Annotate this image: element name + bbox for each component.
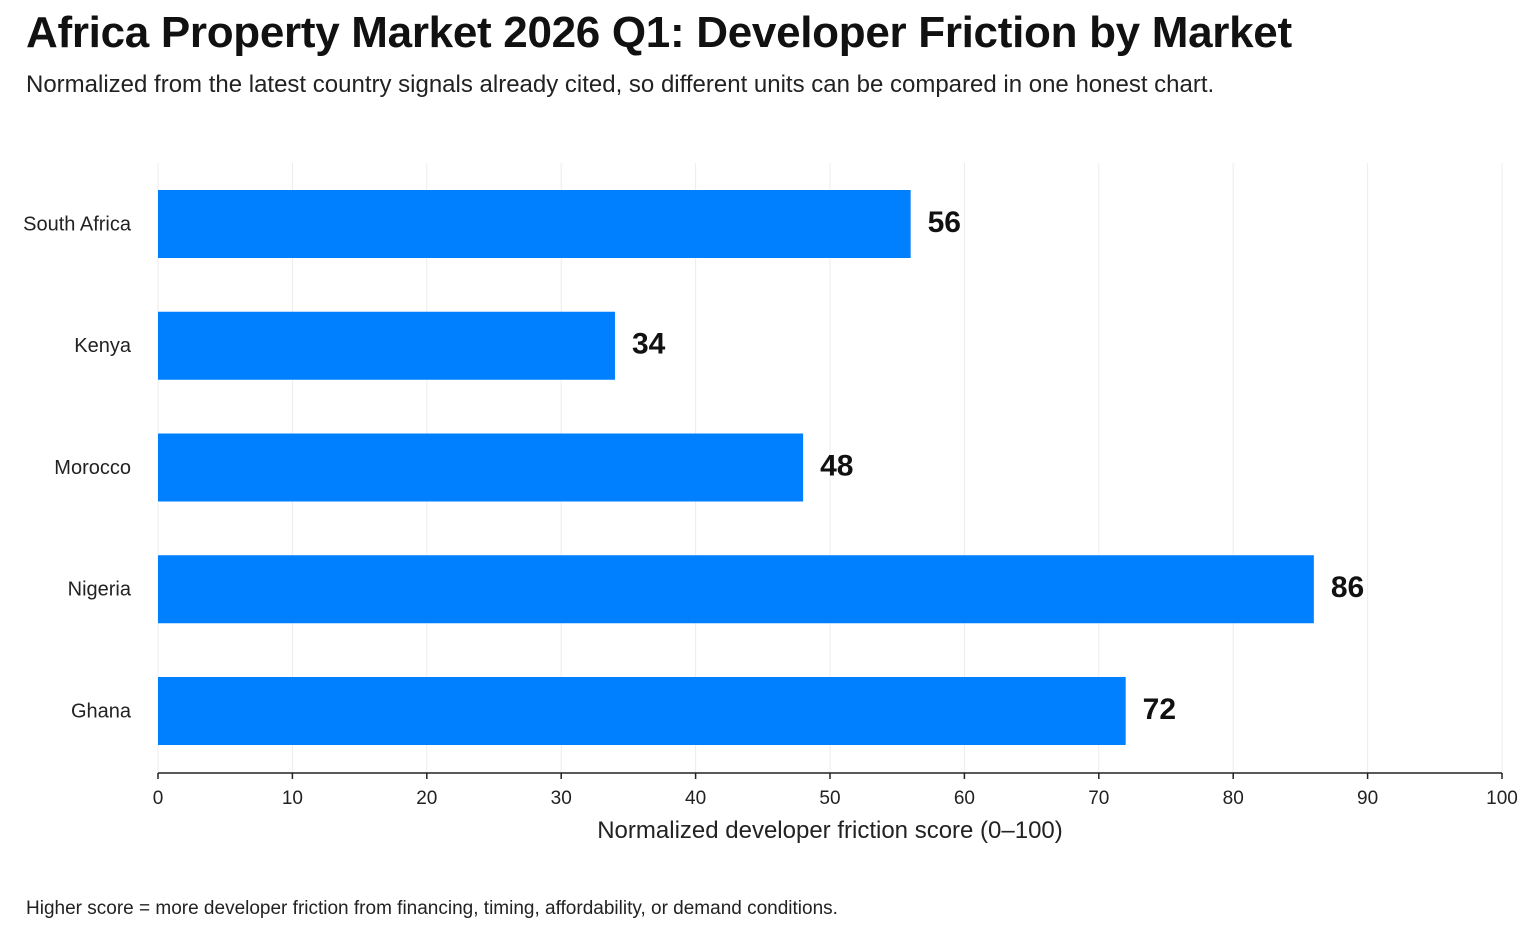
data-label: 48 <box>820 449 853 482</box>
x-tick-label: 100 <box>1486 788 1518 809</box>
category-label: South Africa <box>23 213 132 235</box>
bar <box>158 677 1126 745</box>
category-label: Nigeria <box>68 579 132 601</box>
chart-title: Africa Property Market 2026 Q1: Develope… <box>26 8 1292 57</box>
x-tick-label: 70 <box>1088 788 1109 809</box>
x-tick-label: 50 <box>819 788 840 809</box>
x-tick-label: 10 <box>282 788 303 809</box>
chart-footnote: Higher score = more developer friction f… <box>26 898 838 919</box>
bar <box>158 190 911 258</box>
chart-subtitle: Normalized from the latest country signa… <box>26 71 1215 98</box>
category-label: Kenya <box>74 335 132 357</box>
bar <box>158 311 615 380</box>
data-label: 56 <box>928 206 961 239</box>
category-label: Ghana <box>71 700 132 722</box>
x-tick-label: 20 <box>416 788 437 809</box>
bar <box>158 555 1314 624</box>
x-tick-label: 90 <box>1357 788 1378 809</box>
x-tick-label: 60 <box>954 788 975 809</box>
x-tick-label: 30 <box>551 788 572 809</box>
data-label: 72 <box>1143 693 1176 726</box>
bar <box>158 433 804 502</box>
category-label: Morocco <box>54 457 131 479</box>
x-tick-label: 0 <box>153 788 164 809</box>
x-tick-label: 80 <box>1223 788 1244 809</box>
x-axis-title: Normalized developer friction score (0–1… <box>597 817 1063 844</box>
data-label: 86 <box>1331 571 1364 604</box>
data-label: 34 <box>632 328 666 361</box>
x-tick-label: 40 <box>685 788 706 809</box>
